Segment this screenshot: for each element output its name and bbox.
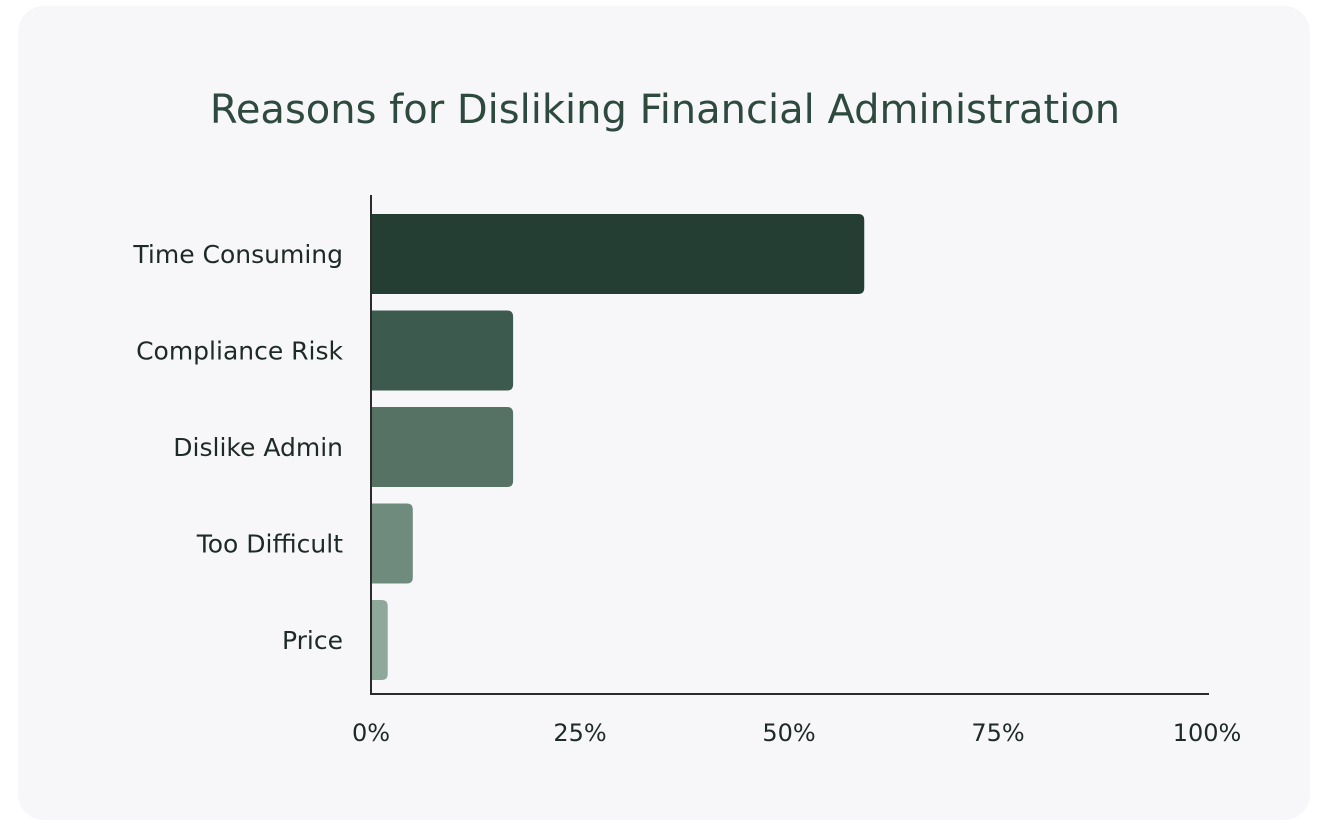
bars-group bbox=[371, 214, 865, 680]
category-label-compliance-risk: Compliance Risk bbox=[136, 337, 343, 366]
bar-dislike-admin bbox=[371, 407, 514, 487]
category-label-time-consuming: Time Consuming bbox=[132, 240, 343, 269]
category-labels: Time Consuming Compliance Risk Dislike Adm… bbox=[132, 240, 343, 655]
x-tick-label-100: 100% bbox=[1173, 719, 1242, 747]
chart-title: Reasons for Disliking Financial Administ… bbox=[210, 87, 1120, 133]
bar-too-difficult bbox=[371, 503, 413, 584]
bar-compliance-risk bbox=[371, 310, 514, 391]
category-label-price: Price bbox=[282, 626, 343, 655]
chart-card bbox=[18, 6, 1310, 820]
x-tick-labels: 0% 25% 50% 75% 100% bbox=[352, 719, 1241, 747]
category-label-too-difficult: Too Difficult bbox=[196, 530, 343, 559]
x-tick-label-25: 25% bbox=[553, 719, 606, 747]
bar-time-consuming bbox=[371, 214, 865, 294]
category-label-dislike-admin: Dislike Admin bbox=[173, 433, 343, 462]
bar-price bbox=[371, 600, 388, 680]
x-tick-label-75: 75% bbox=[971, 719, 1024, 747]
x-tick-label-50: 50% bbox=[762, 719, 815, 747]
x-tick-label-0: 0% bbox=[352, 719, 390, 747]
